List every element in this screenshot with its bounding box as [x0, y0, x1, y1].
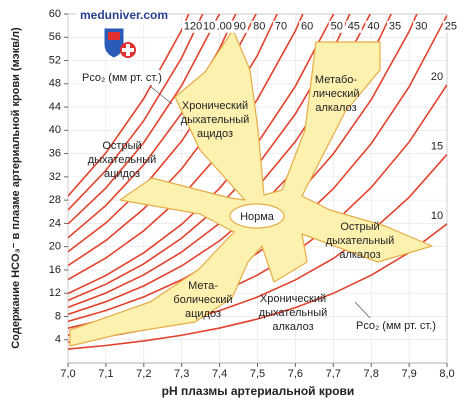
y-tick-label: 36	[49, 148, 61, 160]
x-tick-label: 8,0	[439, 368, 454, 380]
x-tick-label: 7,7	[326, 368, 341, 380]
x-tick-label: 7,2	[136, 368, 151, 380]
region-shape	[69, 29, 433, 347]
isopleth-label-bg	[365, 20, 382, 33]
x-axis-title: pH плазмы артериальной крови	[162, 384, 355, 398]
y-tick-label: 20	[49, 241, 61, 253]
region-label: Хронический дыхательный алкалоз	[259, 293, 328, 333]
x-tick-label: 7,9	[401, 368, 416, 380]
isopleth-label-bg	[231, 20, 248, 33]
region-label: Острый дыхательный ацидоз	[88, 140, 157, 180]
isopleth	[68, 14, 221, 225]
isopleth-label: 20	[431, 71, 443, 83]
y-axis-title: Содержание HCO₃⁻ в плазме артериальной к…	[10, 27, 22, 349]
isopleth-label: 15	[431, 140, 443, 152]
isopleth-label-bg	[387, 20, 404, 33]
pco2-label: Pco₂ (мм рт. ст.)	[356, 320, 436, 332]
region-label: Острый дыхательный алкалоз	[326, 221, 395, 261]
isopleth	[68, 14, 190, 197]
isopleth-label-bg	[429, 209, 445, 222]
logo: meduniver.com	[76, 8, 168, 59]
isopleth-label: 45	[348, 21, 360, 33]
label-bg	[354, 318, 440, 333]
x-tick-label: 7,4	[212, 368, 227, 380]
isopleth-label: 60	[301, 21, 313, 33]
isopleth	[68, 223, 447, 350]
y-tick-label: 60	[49, 8, 61, 20]
x-tick-label: 7,8	[364, 368, 379, 380]
y-tick-label: 8	[55, 310, 61, 322]
isopleth-label: 30	[415, 21, 427, 33]
isopleth-label-bg	[272, 20, 289, 33]
normal-ellipse	[229, 203, 285, 229]
isopleth	[68, 14, 335, 295]
y-tick-label: 32	[49, 171, 61, 183]
y-tick-label: 24	[49, 217, 61, 229]
isopleth	[68, 14, 278, 267]
y-tick-label: 4	[55, 334, 61, 346]
isopleth-label-bg	[429, 70, 445, 83]
isopleth-label: 80	[253, 21, 265, 33]
logo-bg	[76, 8, 166, 24]
x-tick-label: 7,1	[98, 368, 113, 380]
isopleth-label-bg	[299, 20, 316, 33]
isopleth-label: 35	[389, 21, 401, 33]
isopleth-label-bg	[182, 20, 205, 33]
isopleth-label: 100	[213, 21, 231, 33]
isopleth-label-bg	[429, 140, 445, 153]
isopleth-label-bg	[328, 20, 345, 33]
isopleth-label: 90	[234, 21, 246, 33]
pco2-label: Pco₂ (мм рт. ст.)	[82, 72, 162, 84]
isopleth-label: 120	[184, 21, 202, 33]
isopleth-label-bg	[345, 20, 362, 33]
label-bg	[80, 70, 164, 85]
y-tick-label: 52	[49, 54, 61, 66]
isopleth	[68, 14, 304, 281]
x-tick-label: 7,5	[250, 368, 265, 380]
y-tick-label: 12	[49, 287, 61, 299]
y-tick-label: 16	[49, 264, 61, 276]
y-tick-label: 44	[49, 101, 61, 113]
isopleth-label-bg	[413, 20, 430, 33]
isopleth	[68, 14, 237, 239]
region-label: Мета-болический ацидоз	[173, 280, 232, 320]
x-tick-label: 7,6	[288, 368, 303, 380]
region-labels: Хронический дыхательный ацидоз Метабо-личе…	[80, 21, 459, 333]
region-label: Хронический дыхательный ацидоз	[181, 100, 250, 140]
y-tick-label: 56	[49, 31, 61, 43]
region-label: Метабо-лический алкалоз	[312, 74, 359, 114]
y-tick-label: 28	[49, 194, 61, 206]
region-label: Норма	[240, 211, 275, 223]
logo-cross	[122, 44, 134, 56]
isopleth-label-bg	[251, 20, 268, 33]
isopleth-label: 50	[331, 21, 343, 33]
leader-line	[149, 85, 173, 105]
x-tick-label: 7,0	[60, 368, 75, 380]
isopleth-label: 25	[445, 21, 457, 33]
y-tick-label: 40	[49, 124, 61, 136]
isopleth-label: 70	[275, 21, 287, 33]
isopleth-label-bg	[442, 20, 459, 33]
watermark: meduniver.com	[80, 8, 168, 22]
logo-band	[108, 32, 120, 40]
regions	[69, 29, 433, 347]
x-tick-label: 7,3	[174, 368, 189, 380]
isopleth-label: 10	[431, 210, 443, 222]
leader-line	[354, 301, 371, 319]
isopleth-label: 40	[367, 21, 379, 33]
y-tick-label: 48	[49, 78, 61, 90]
